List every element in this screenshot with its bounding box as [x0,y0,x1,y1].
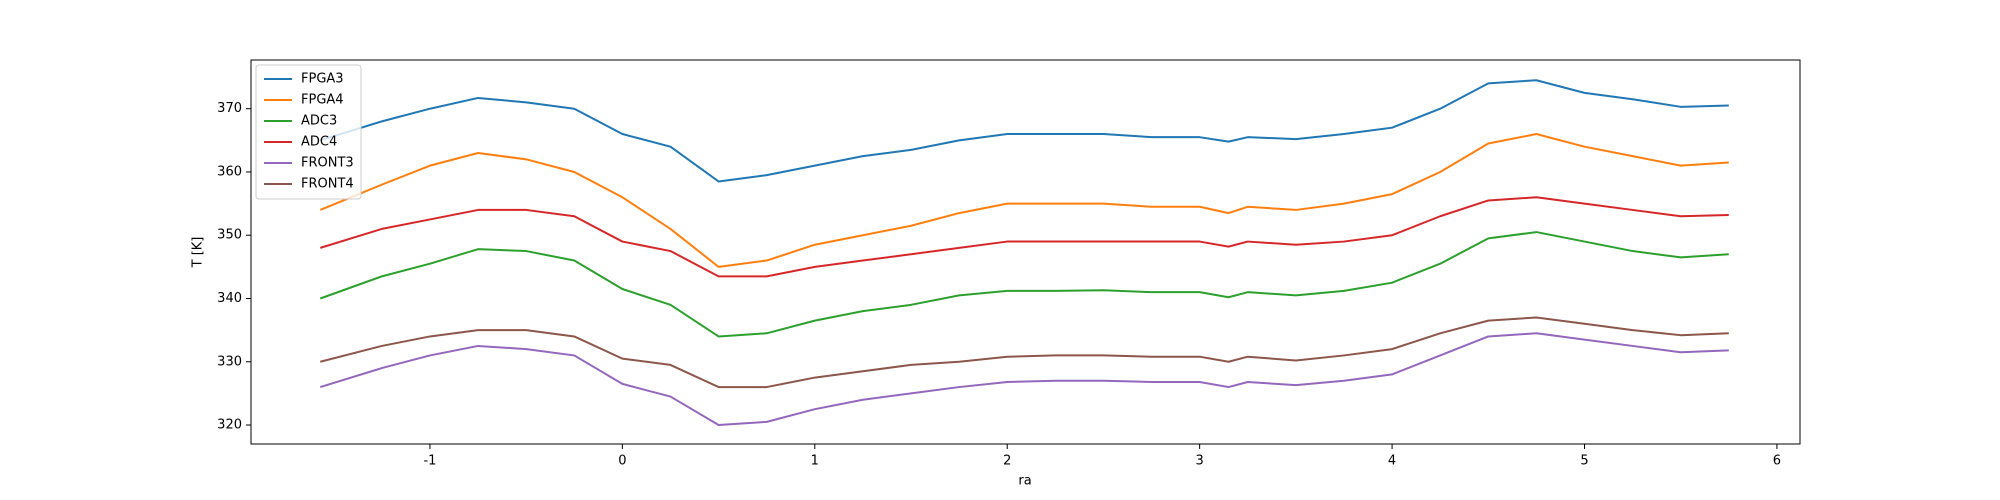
series-line [319,332,1729,427]
series-line [320,316,1729,389]
series-line [319,231,1729,338]
y-tick-label: 350 [217,228,242,243]
y-axis-label: T [K] [191,237,206,269]
legend-box [255,64,362,200]
x-tick-label: 3 [1196,454,1204,469]
x-tick-label: 6 [1773,454,1781,469]
series-line [319,79,1729,183]
x-axis-label: ra [1018,474,1031,489]
x-tick-label: 1 [811,454,819,469]
y-tick-label: 320 [217,418,242,433]
series-line [319,133,1729,268]
x-tick-label: 0 [618,454,626,469]
y-tick-label: 340 [217,291,242,306]
y-tick-label: 370 [217,101,242,116]
x-tick-label: 4 [1388,454,1396,469]
legend-label: FRONT4 [301,177,354,192]
x-tick-label: 2 [1003,454,1011,469]
x-tick-label: 5 [1580,454,1588,469]
legend-label: ADC4 [301,135,337,150]
series-line [319,196,1729,278]
y-tick-label: 330 [217,354,242,369]
legend-label: FPGA4 [301,93,344,108]
legend-label: ADC3 [301,114,337,129]
x-tick-label: -1 [423,454,436,469]
y-tick-label: 360 [217,164,242,179]
legend-label: FPGA3 [301,72,344,87]
plot-frame [250,59,1801,445]
legend-label: FRONT3 [301,156,354,171]
